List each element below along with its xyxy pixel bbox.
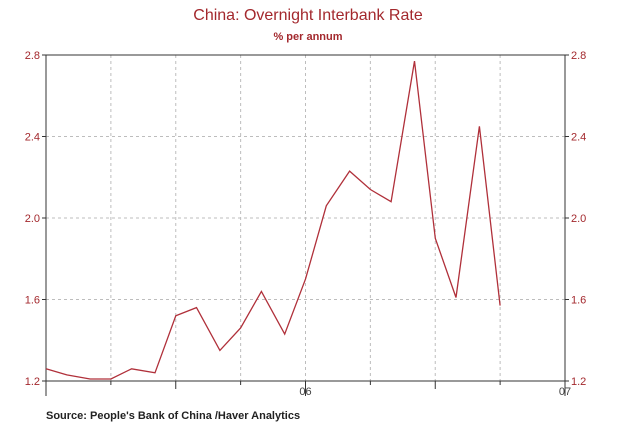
y-tick-label-left: 1.2: [25, 376, 40, 388]
y-tick-label-right: 2.4: [571, 132, 586, 144]
chart-subtitle: % per annum: [273, 31, 342, 43]
source-note: Source: People's Bank of China /Haver An…: [46, 410, 300, 422]
series-line-overnight-rate: [45, 60, 501, 380]
y-axis-right: 1.2 1.6 2.0 2.4 2.8: [565, 50, 586, 388]
y-tick-label-left: 1.6: [25, 295, 40, 307]
x-tick-labels: 06 07: [299, 386, 571, 398]
y-axis-left: 1.2 1.6 2.0 2.4 2.8: [25, 50, 46, 388]
y-tick-label-right: 2.8: [571, 50, 586, 62]
y-tick-label-right: 1.6: [571, 295, 586, 307]
y-tick-label-right: 2.0: [571, 213, 586, 225]
x-axis: [45, 381, 566, 396]
y-tick-label-left: 2.8: [25, 50, 40, 62]
y-tick-label-left: 2.0: [25, 213, 40, 225]
chart-title: China: Overnight Interbank Rate: [193, 7, 423, 24]
grid: [46, 55, 565, 381]
y-tick-label-left: 2.4: [25, 132, 40, 144]
y-tick-label-right: 1.2: [571, 376, 586, 388]
x-tick-label: 06: [299, 386, 311, 398]
x-tick-label: 07: [559, 386, 571, 398]
